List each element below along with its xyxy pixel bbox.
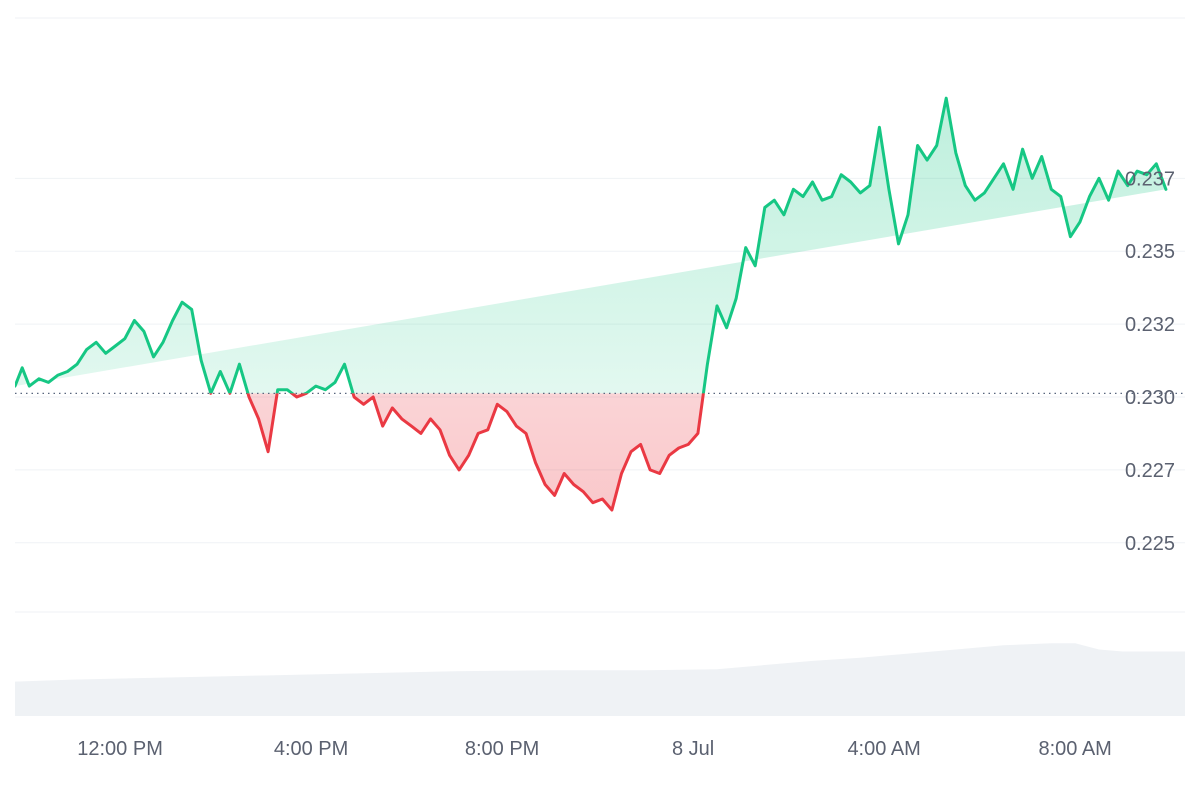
x-tick-label: 4:00 AM (847, 738, 920, 760)
price-fill-up (15, 98, 1166, 394)
x-tick-label: 8:00 AM (1038, 738, 1111, 760)
volume-area (15, 643, 1185, 716)
price-fill-down (247, 393, 704, 510)
price-fill (15, 98, 1166, 510)
y-tick-label: 0.232 (1125, 314, 1175, 336)
price-line-up[interactable] (15, 96, 1168, 510)
volume-area-path (15, 643, 1185, 716)
x-tick-label: 12:00 PM (77, 738, 163, 760)
y-tick-label: 0.235 (1125, 241, 1175, 263)
price-line[interactable] (15, 96, 1168, 512)
y-tick-label: 0.230 (1125, 387, 1175, 409)
x-tick-label: 8:00 PM (465, 738, 539, 760)
x-axis-ticks: 12:00 PM 4:00 PM 8:00 PM 8 Jul 4:00 AM 8:00 A… (77, 738, 1112, 760)
price-line-down[interactable] (15, 98, 1166, 512)
y-axis-ticks: 0.225 0.227 0.230 0.232 0.235 0.237 (1125, 168, 1175, 554)
x-tick-label: 8 Jul (672, 738, 714, 760)
x-tick-label: 4:00 PM (274, 738, 348, 760)
y-tick-label: 0.227 (1125, 460, 1175, 482)
y-tick-label: 0.225 (1125, 533, 1175, 555)
y-tick-label: 0.237 (1125, 168, 1175, 190)
